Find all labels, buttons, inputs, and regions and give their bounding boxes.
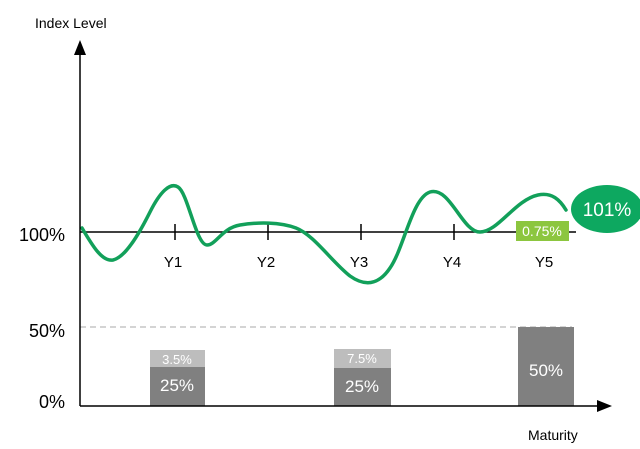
bar-base-label: 25%: [160, 376, 194, 395]
y-axis-title: Index Level: [35, 15, 107, 31]
bar-base-segment: [334, 368, 391, 406]
bar-base-segment: [150, 367, 205, 406]
final-level-badge: [571, 185, 640, 233]
bar-base-segment: [518, 327, 574, 406]
year-label-y1: Y1: [164, 254, 182, 271]
year-label-y3: Y3: [350, 254, 368, 271]
final-level-label: 101%: [583, 200, 632, 221]
coupon-badge: [516, 221, 569, 241]
bar-top-label: 3.5%: [162, 352, 192, 367]
bar-base-label: 50%: [529, 361, 563, 380]
bar-y1: 3.5% 25%: [150, 350, 205, 406]
year-label-y4: Y4: [443, 254, 461, 271]
y-tick-0: 0%: [39, 392, 65, 412]
bar-top-label: 7.5%: [347, 351, 377, 366]
y-tick-100: 100%: [19, 225, 65, 245]
bar-base-label: 25%: [345, 377, 379, 396]
bar-top-segment: [150, 350, 205, 367]
bar-top-segment: [334, 349, 391, 368]
x-axis-arrow-icon: [597, 400, 612, 412]
year-label-y5: Y5: [535, 254, 553, 271]
y-axis-arrow-icon: [74, 40, 86, 55]
index-path-curve: [80, 184, 568, 285]
bar-y5: 50%: [518, 327, 574, 406]
coupon-badge-label: 0.75%: [522, 223, 562, 239]
x-axis-title: Maturity: [528, 427, 578, 443]
year-label-y2: Y2: [257, 254, 275, 271]
bar-y3: 7.5% 25%: [334, 349, 391, 406]
y-tick-50: 50%: [29, 321, 65, 341]
